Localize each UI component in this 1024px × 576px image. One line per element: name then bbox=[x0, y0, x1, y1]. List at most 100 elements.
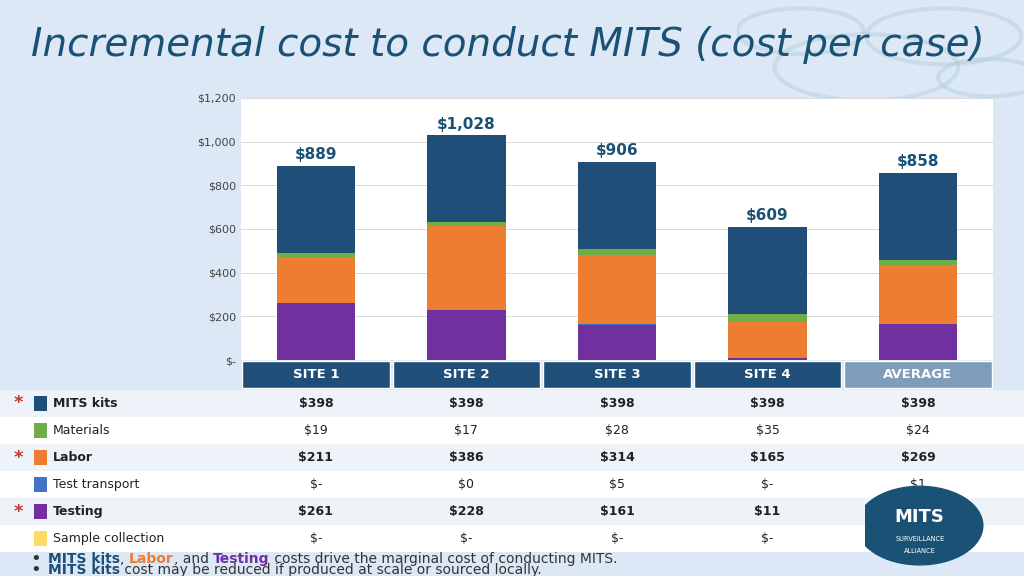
Bar bbox=[728, 314, 807, 321]
Bar bbox=[578, 325, 656, 360]
Text: SITE 4: SITE 4 bbox=[744, 369, 791, 381]
Text: $858: $858 bbox=[897, 154, 939, 169]
FancyBboxPatch shape bbox=[34, 450, 47, 465]
Text: $1: $1 bbox=[910, 478, 926, 491]
Text: $19: $19 bbox=[304, 424, 328, 437]
Bar bbox=[427, 310, 506, 360]
Text: Labor: Labor bbox=[129, 552, 174, 566]
Text: Sample collection: Sample collection bbox=[53, 532, 165, 545]
Text: Testing: Testing bbox=[213, 552, 269, 566]
Bar bbox=[276, 257, 355, 303]
Text: $0: $0 bbox=[459, 478, 474, 491]
FancyBboxPatch shape bbox=[0, 417, 1024, 444]
FancyBboxPatch shape bbox=[242, 362, 390, 388]
Text: , and: , and bbox=[174, 552, 213, 566]
Text: MITS: MITS bbox=[895, 507, 945, 526]
Text: $398: $398 bbox=[450, 397, 483, 410]
Text: SURVEILLANCE: SURVEILLANCE bbox=[895, 536, 944, 542]
Bar bbox=[728, 321, 807, 358]
Text: Testing: Testing bbox=[53, 505, 103, 518]
Text: $161: $161 bbox=[599, 505, 635, 518]
FancyBboxPatch shape bbox=[543, 362, 691, 388]
Bar bbox=[578, 249, 656, 255]
Text: AVERAGE: AVERAGE bbox=[884, 369, 952, 381]
Text: $398: $398 bbox=[751, 397, 784, 410]
Text: MITS kits: MITS kits bbox=[48, 563, 120, 576]
Bar bbox=[578, 162, 656, 249]
Text: *: * bbox=[13, 449, 24, 467]
Text: $-: $- bbox=[309, 532, 323, 545]
FancyBboxPatch shape bbox=[34, 396, 47, 411]
Text: $-: $- bbox=[911, 532, 925, 545]
FancyBboxPatch shape bbox=[34, 478, 47, 492]
Text: SITE 3: SITE 3 bbox=[594, 369, 640, 381]
Bar bbox=[578, 255, 656, 324]
Text: SITE 1: SITE 1 bbox=[293, 369, 339, 381]
Text: $228: $228 bbox=[449, 505, 484, 518]
FancyBboxPatch shape bbox=[392, 362, 541, 388]
Text: $211: $211 bbox=[298, 451, 334, 464]
Text: $165: $165 bbox=[750, 451, 785, 464]
Text: $-: $- bbox=[610, 532, 624, 545]
Text: $165: $165 bbox=[900, 505, 936, 518]
Text: Incremental cost to conduct MITS (cost per case): Incremental cost to conduct MITS (cost p… bbox=[31, 26, 984, 64]
Bar bbox=[578, 324, 656, 325]
Text: $5: $5 bbox=[609, 478, 625, 491]
Bar bbox=[276, 253, 355, 257]
Bar bbox=[879, 260, 957, 265]
Bar bbox=[276, 166, 355, 253]
Text: $398: $398 bbox=[299, 397, 333, 410]
Text: $609: $609 bbox=[746, 208, 788, 223]
Text: $-: $- bbox=[761, 478, 774, 491]
Bar bbox=[427, 135, 506, 222]
Text: $28: $28 bbox=[605, 424, 629, 437]
FancyBboxPatch shape bbox=[34, 505, 47, 519]
Bar bbox=[276, 303, 355, 360]
Text: $889: $889 bbox=[295, 147, 337, 162]
Bar bbox=[728, 358, 807, 360]
Text: $1,028: $1,028 bbox=[437, 116, 496, 131]
Bar bbox=[427, 222, 506, 226]
FancyBboxPatch shape bbox=[0, 471, 1024, 498]
FancyBboxPatch shape bbox=[34, 532, 47, 546]
Text: $261: $261 bbox=[298, 505, 334, 518]
FancyBboxPatch shape bbox=[0, 525, 1024, 552]
Text: $35: $35 bbox=[756, 424, 779, 437]
FancyBboxPatch shape bbox=[0, 444, 1024, 471]
Text: $398: $398 bbox=[600, 397, 634, 410]
Text: •: • bbox=[31, 551, 41, 569]
Bar bbox=[879, 173, 957, 260]
FancyBboxPatch shape bbox=[34, 423, 47, 438]
Text: Labor: Labor bbox=[53, 451, 93, 464]
Text: $-: $- bbox=[309, 478, 323, 491]
Text: $24: $24 bbox=[906, 424, 930, 437]
FancyBboxPatch shape bbox=[844, 362, 992, 388]
Text: $386: $386 bbox=[450, 451, 483, 464]
Bar bbox=[728, 227, 807, 314]
Text: $314: $314 bbox=[599, 451, 635, 464]
Text: $398: $398 bbox=[901, 397, 935, 410]
Text: cost may be reduced if produced at scale or sourced locally.: cost may be reduced if produced at scale… bbox=[120, 563, 542, 576]
Text: $17: $17 bbox=[455, 424, 478, 437]
Text: ALLIANCE: ALLIANCE bbox=[904, 548, 936, 554]
Bar bbox=[427, 226, 506, 310]
Text: *: * bbox=[13, 503, 24, 521]
Text: $-: $- bbox=[761, 532, 774, 545]
Text: SITE 2: SITE 2 bbox=[443, 369, 489, 381]
FancyBboxPatch shape bbox=[0, 390, 1024, 417]
FancyBboxPatch shape bbox=[0, 498, 1024, 525]
Bar bbox=[879, 265, 957, 324]
Text: costs drive the marginal cost of conducting MITS.: costs drive the marginal cost of conduct… bbox=[269, 552, 617, 566]
Text: Test transport: Test transport bbox=[53, 478, 139, 491]
Bar bbox=[879, 324, 957, 360]
Text: •: • bbox=[31, 561, 41, 576]
Text: MITS kits: MITS kits bbox=[48, 552, 120, 566]
Text: MITS kits: MITS kits bbox=[53, 397, 118, 410]
Text: $11: $11 bbox=[755, 505, 780, 518]
FancyBboxPatch shape bbox=[693, 362, 842, 388]
Text: *: * bbox=[13, 395, 24, 412]
Circle shape bbox=[857, 486, 983, 565]
Text: ,: , bbox=[120, 552, 129, 566]
Text: $906: $906 bbox=[596, 143, 638, 158]
Text: $-: $- bbox=[460, 532, 473, 545]
